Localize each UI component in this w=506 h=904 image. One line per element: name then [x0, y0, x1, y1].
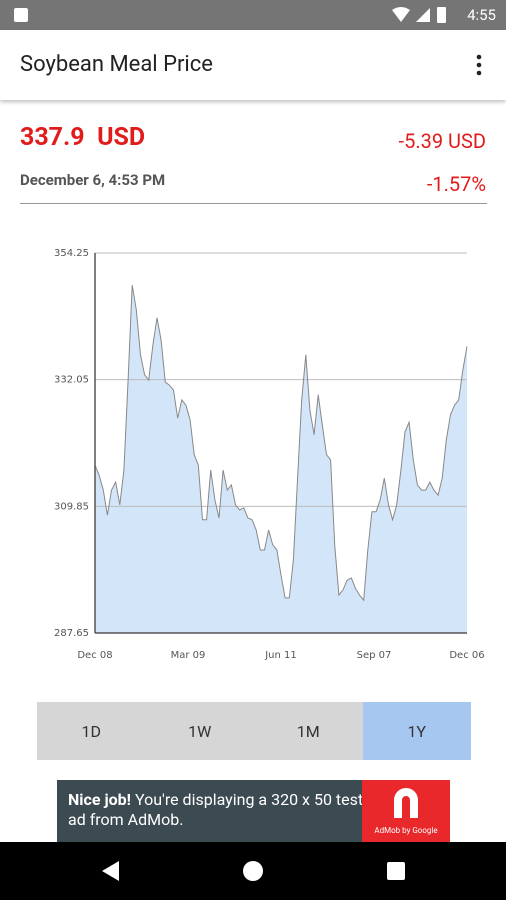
- y-tick-label: 332.05: [54, 375, 89, 386]
- ad-logo-text: AdMob by Google: [374, 826, 438, 835]
- y-tick-label: 287.65: [54, 628, 89, 639]
- price: 337.9 USD: [20, 123, 145, 152]
- x-tick-label: Sep 07: [357, 650, 392, 661]
- notification-icon: [14, 8, 28, 22]
- currency: USD: [97, 123, 146, 152]
- y-tick-label: 354.25: [54, 248, 89, 259]
- ad-body: You're displaying a 320 x 50 test ad fro…: [68, 790, 364, 829]
- navigation-bar: [0, 842, 506, 900]
- ad-text: Nice job! You're displaying a 320 x 50 t…: [68, 790, 368, 830]
- app-bar: Soybean Meal Price: [0, 30, 506, 100]
- ad-headline: Nice job!: [68, 790, 131, 809]
- range-button[interactable]: 1Y: [362, 702, 471, 760]
- y-tick-label: 309.85: [54, 501, 89, 512]
- back-button[interactable]: [102, 861, 119, 881]
- area-fill: [95, 285, 467, 633]
- recents-button[interactable]: [387, 862, 405, 880]
- price-chart: 287.65 309.85 332.05 354.25 Dec 08 Mar 09 Jun …: [54, 248, 485, 661]
- price-change: -5.39 USD: [398, 129, 486, 153]
- status-icons: [392, 7, 446, 23]
- home-button[interactable]: [243, 861, 263, 881]
- x-tick-label: Dec 08: [77, 650, 112, 661]
- x-tick-label: Dec 06: [449, 650, 484, 661]
- ad-banner[interactable]: Nice job! You're displaying a 320 x 50 t…: [57, 780, 450, 842]
- divider: [20, 203, 487, 204]
- clock: 4:55: [467, 6, 496, 24]
- nav-buttons: [102, 861, 405, 881]
- quote-date: December 6, 4:53 PM: [20, 171, 166, 189]
- percent-change: -1.57%: [426, 172, 486, 196]
- overflow-menu[interactable]: [472, 52, 486, 78]
- range-button[interactable]: 1M: [254, 702, 363, 760]
- price-value: 337.9: [20, 123, 85, 152]
- status-bar: 4:55: [0, 0, 506, 30]
- app-title: Soybean Meal Price: [20, 52, 213, 77]
- price-line: [94, 285, 468, 602]
- x-tick-label: Mar 09: [171, 650, 206, 661]
- range-button[interactable]: 1D: [37, 702, 146, 760]
- x-tick-label: Jun 11: [264, 650, 297, 661]
- ad-logo: AdMob by Google: [362, 780, 450, 842]
- admob-icon: [394, 788, 418, 818]
- range-button[interactable]: 1W: [145, 702, 254, 760]
